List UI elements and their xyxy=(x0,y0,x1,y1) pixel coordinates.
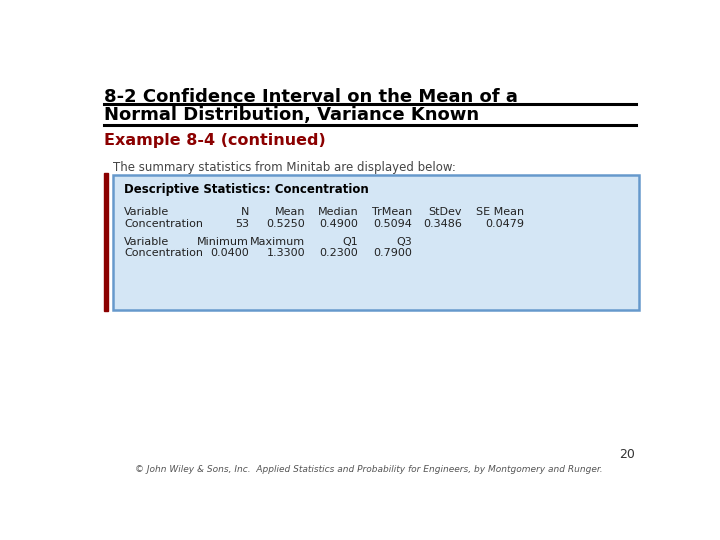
Bar xyxy=(104,173,108,311)
Text: 0.7900: 0.7900 xyxy=(374,248,413,258)
Text: 0.4900: 0.4900 xyxy=(319,219,358,229)
Text: Variable: Variable xyxy=(124,207,169,217)
Text: Normal Distribution, Variance Known: Normal Distribution, Variance Known xyxy=(104,106,479,124)
FancyBboxPatch shape xyxy=(113,175,639,309)
Text: © John Wiley & Sons, Inc.  Applied Statistics and Probability for Engineers, by : © John Wiley & Sons, Inc. Applied Statis… xyxy=(135,465,603,475)
Text: StDev: StDev xyxy=(428,207,462,217)
Text: 0.0479: 0.0479 xyxy=(485,219,524,229)
Text: TrMean: TrMean xyxy=(372,207,413,217)
Text: Descriptive Statistics: Concentration: Descriptive Statistics: Concentration xyxy=(124,183,369,195)
Text: 0.5250: 0.5250 xyxy=(266,219,305,229)
Text: Median: Median xyxy=(318,207,358,217)
Text: 0.5094: 0.5094 xyxy=(374,219,413,229)
Text: Q3: Q3 xyxy=(397,237,413,246)
Text: 20: 20 xyxy=(619,448,635,461)
Text: The summary statistics from Minitab are displayed below:: The summary statistics from Minitab are … xyxy=(113,161,456,174)
Text: Concentration: Concentration xyxy=(124,219,203,229)
Text: 0.0400: 0.0400 xyxy=(210,248,249,258)
Text: Example 8-4 (continued): Example 8-4 (continued) xyxy=(104,132,325,147)
Text: 0.3486: 0.3486 xyxy=(423,219,462,229)
Text: Minimum: Minimum xyxy=(197,237,249,246)
Text: Concentration: Concentration xyxy=(124,248,203,258)
Text: Mean: Mean xyxy=(275,207,305,217)
Text: SE Mean: SE Mean xyxy=(476,207,524,217)
Text: Q1: Q1 xyxy=(343,237,358,246)
Text: N: N xyxy=(240,207,249,217)
Text: 53: 53 xyxy=(235,219,249,229)
Text: 1.3300: 1.3300 xyxy=(267,248,305,258)
Text: Variable: Variable xyxy=(124,237,169,246)
Text: 0.2300: 0.2300 xyxy=(320,248,358,258)
Text: Maximum: Maximum xyxy=(251,237,305,246)
Text: 8-2 Confidence Interval on the Mean of a: 8-2 Confidence Interval on the Mean of a xyxy=(104,88,518,106)
